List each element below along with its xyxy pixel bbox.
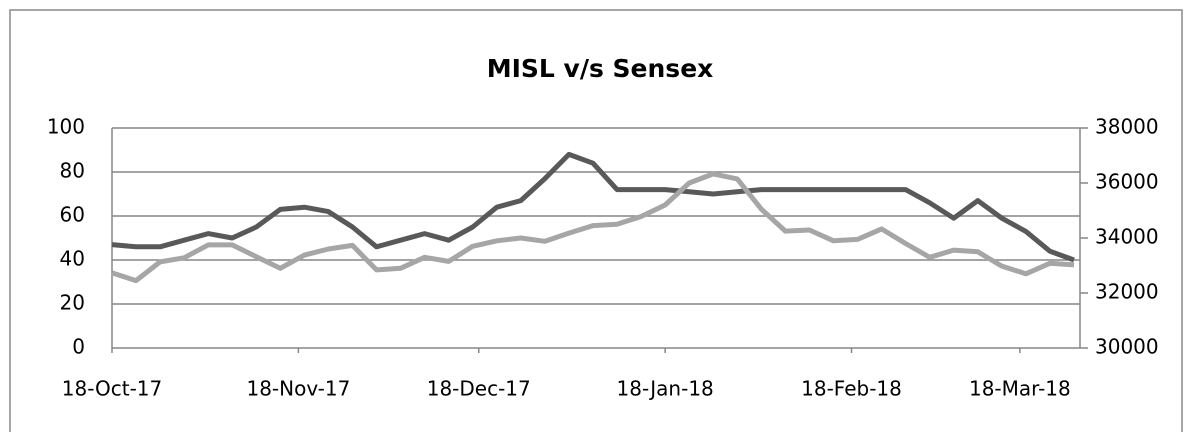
- y2-tick-label: 36000: [1095, 170, 1159, 194]
- y-tick-label: 80: [60, 159, 85, 183]
- chart-frame: [9, 9, 1183, 432]
- y-tick-label: 0: [72, 335, 85, 359]
- y2-tick-label: 30000: [1095, 335, 1159, 359]
- y-tick-label: 100: [47, 115, 85, 139]
- x-tick-label: 18-Dec-17: [427, 377, 531, 401]
- y-tick-label: 20: [60, 291, 85, 315]
- x-tick-label: 18-Oct-17: [62, 377, 162, 401]
- x-tick-label: 18-Jan-18: [617, 377, 714, 401]
- y2-tick-label: 32000: [1095, 280, 1159, 304]
- x-tick-label: 18-Nov-17: [246, 377, 350, 401]
- data-line: [111, 171, 1075, 284]
- data-line: [111, 151, 1075, 263]
- chart-title: MISL v/s Sensex: [487, 54, 714, 83]
- y2-tick-label: 34000: [1095, 225, 1159, 249]
- x-tick-label: 18-Feb-18: [801, 377, 902, 401]
- y-tick-label: 40: [60, 247, 85, 271]
- x-tick-label: 18-Mar-18: [969, 377, 1071, 401]
- y-tick-label: 60: [60, 203, 85, 227]
- y2-tick-label: 38000: [1095, 115, 1159, 139]
